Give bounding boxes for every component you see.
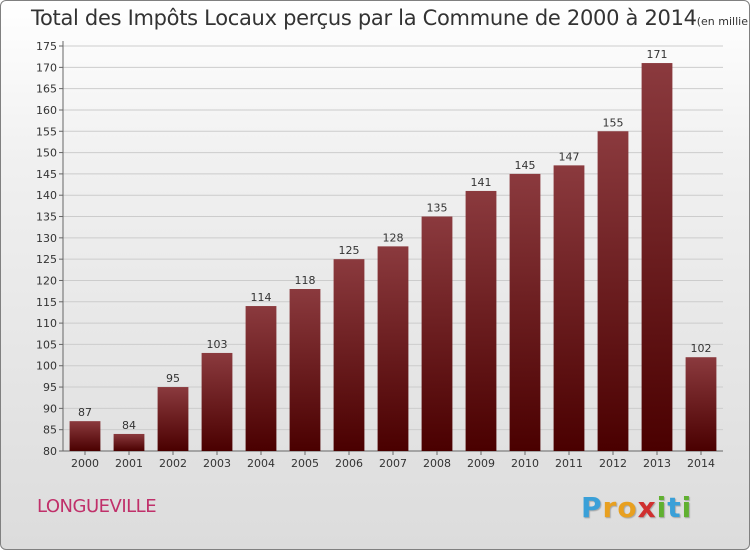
value-label: 95 (166, 372, 180, 385)
logo-letter: i (656, 491, 668, 524)
x-tick-label: 2002 (159, 457, 187, 470)
value-label: 128 (383, 231, 404, 244)
bars (69, 63, 717, 452)
value-label: 114 (251, 291, 272, 304)
y-tick-label: 85 (43, 424, 57, 437)
x-tick-label: 2013 (643, 457, 671, 470)
x-tick-label: 2005 (291, 457, 319, 470)
logo-letter: o (617, 491, 638, 524)
bar (465, 190, 497, 451)
bar (289, 289, 321, 451)
y-tick-label: 170 (36, 61, 57, 74)
y-tick-label: 135 (36, 211, 57, 224)
logo-letter: r (602, 491, 618, 524)
logo-letter: x (637, 491, 657, 524)
y-tick-label: 110 (36, 317, 57, 330)
y-tick-label: 155 (36, 125, 57, 138)
x-tick-label: 2014 (687, 457, 715, 470)
x-tick-label: 2012 (599, 457, 627, 470)
value-label: 102 (691, 342, 712, 355)
value-label: 87 (78, 406, 92, 419)
bar (245, 306, 277, 451)
y-tick-label: 90 (43, 402, 57, 415)
x-tick-label: 2000 (71, 457, 99, 470)
value-label: 145 (515, 159, 536, 172)
bar (597, 131, 629, 451)
x-tick-label: 2008 (423, 457, 451, 470)
x-tick-label: 2001 (115, 457, 143, 470)
y-tick-label: 175 (36, 40, 57, 53)
bar (509, 173, 541, 452)
value-label: 141 (471, 176, 492, 189)
x-tick-label: 2006 (335, 457, 363, 470)
value-label: 125 (339, 244, 360, 257)
x-tick-label: 2007 (379, 457, 407, 470)
y-tick-label: 165 (36, 83, 57, 96)
value-label: 135 (427, 202, 448, 215)
value-label: 155 (603, 116, 624, 129)
bar (333, 259, 365, 451)
bar (377, 246, 409, 451)
y-tick-label: 100 (36, 360, 57, 373)
value-label: 103 (207, 338, 228, 351)
value-label: 147 (559, 150, 580, 163)
bar (69, 421, 101, 451)
x-tick-label: 2003 (203, 457, 231, 470)
labels: 80 85 90 95 100 105 110 115 120 125 130 135 140 145 15… (36, 40, 715, 470)
bar (685, 357, 717, 451)
bar (553, 165, 585, 452)
y-tick-label: 105 (36, 338, 57, 351)
value-label: 118 (295, 274, 316, 287)
commune-name: LONGUEVILLE (37, 496, 157, 517)
value-label: 171 (647, 48, 668, 61)
chart-title: Total des Impôts Locaux perçus par la Co… (31, 6, 697, 30)
bar (157, 387, 189, 451)
x-tick-label: 2004 (247, 457, 275, 470)
bar (113, 433, 145, 451)
y-tick-label: 115 (36, 296, 57, 309)
bar (421, 216, 453, 451)
unit-label: (en milliers d'€) (696, 15, 749, 28)
logo-letter: P (581, 491, 603, 524)
y-tick-label: 145 (36, 168, 57, 181)
y-tick-label: 140 (36, 189, 57, 202)
y-tick-label: 160 (36, 104, 57, 117)
y-tick-label: 125 (36, 253, 57, 266)
bar (641, 63, 673, 451)
y-tick-label: 95 (43, 381, 57, 394)
y-tick-label: 150 (36, 147, 57, 160)
x-tick-label: 2010 (511, 457, 539, 470)
bar (201, 352, 233, 451)
title-row: Total des Impôts Locaux perçus par la Co… (31, 6, 749, 30)
value-label: 84 (122, 419, 136, 432)
logo-letter: t (667, 491, 682, 524)
y-tick-label: 120 (36, 274, 57, 287)
logo-letter: i (681, 491, 693, 524)
y-tick-label: 80 (43, 445, 57, 458)
y-tick-label: 130 (36, 232, 57, 245)
proxiti-logo: Proxiti (581, 491, 692, 524)
x-tick-label: 2009 (467, 457, 495, 470)
x-tick-label: 2011 (555, 457, 583, 470)
